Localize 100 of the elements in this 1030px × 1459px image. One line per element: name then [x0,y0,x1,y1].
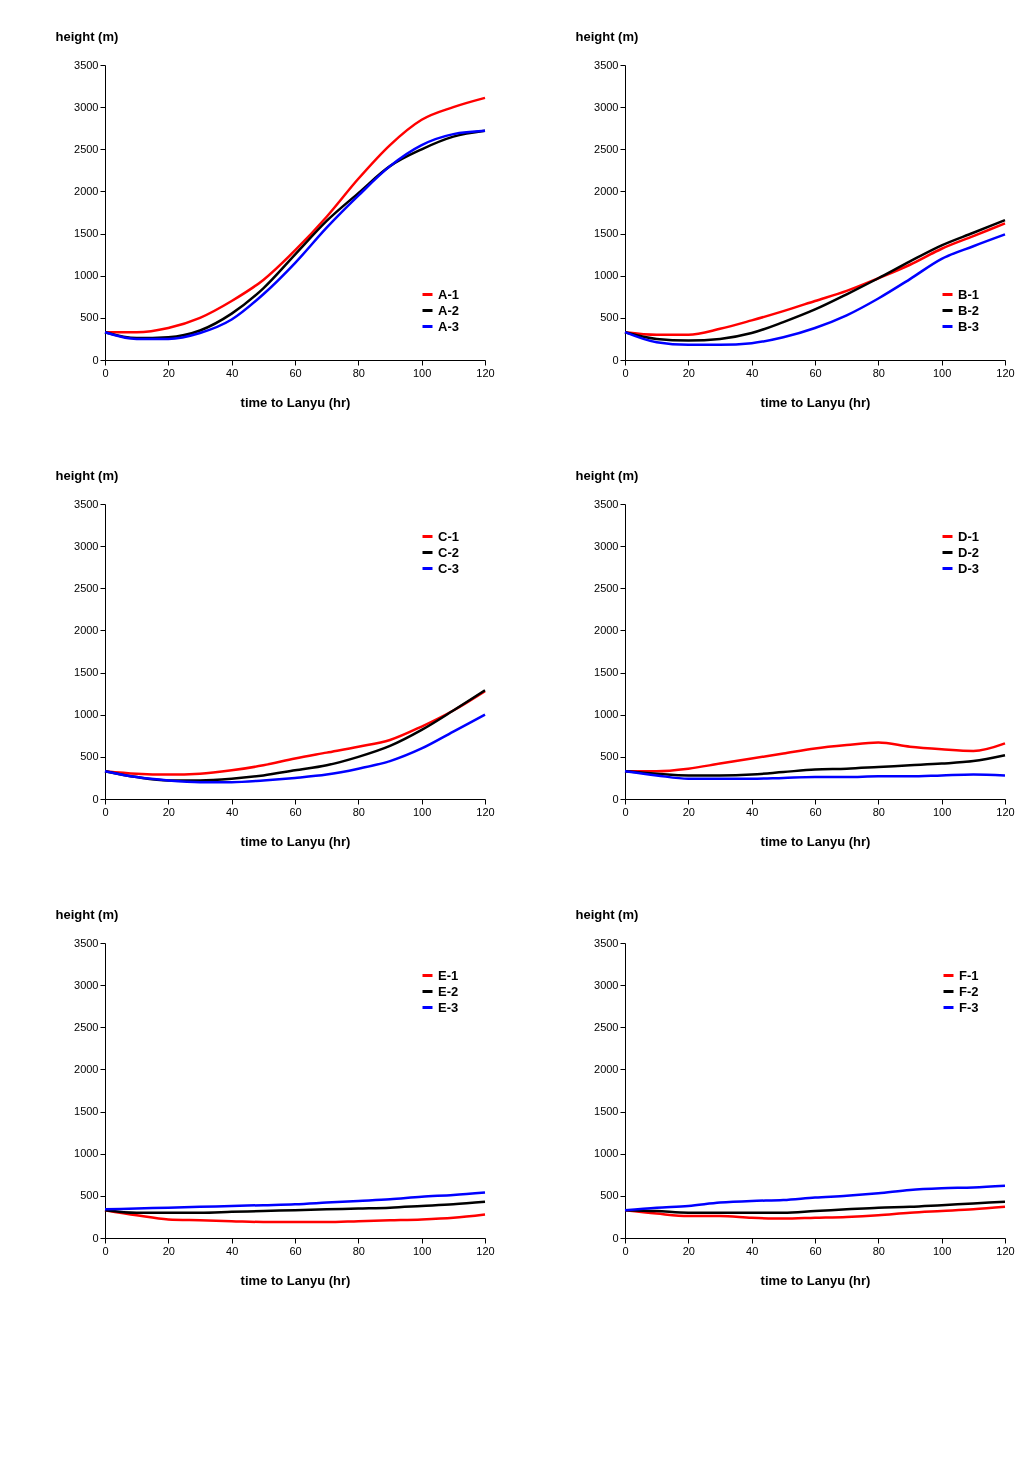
y-tick-label: 500 [80,750,99,763]
x-tick-label: 100 [412,1244,432,1257]
y-tick-label: 500 [600,1189,619,1202]
x-axis-title: time to Lanyu (hr) [240,1272,351,1288]
legend-label: A-1 [438,286,459,302]
y-tick-label: 0 [92,792,99,805]
y-tick-label: 500 [600,750,619,763]
x-tick-label: 0 [102,805,109,818]
line-series [103,1208,487,1224]
x-tick-label: 120 [476,805,495,818]
x-tick-label: 100 [412,366,432,379]
y-tick-label: 3500 [594,936,619,949]
y-tick-label: 2000 [594,1062,619,1075]
y-tick-label: 3500 [594,58,619,71]
y-tick-label: 1500 [74,1105,99,1118]
y-tick-label: 3000 [594,100,619,113]
legend-label: C-3 [438,560,459,576]
legend-label: D-2 [958,544,979,560]
x-tick-label: 100 [932,366,952,379]
y-tick-label: 1000 [594,708,619,721]
x-axis-title: time to Lanyu (hr) [240,394,351,410]
y-tick-label: 3500 [74,497,99,510]
y-tick-label: 1500 [594,666,619,679]
x-tick-label: 120 [996,1244,1015,1257]
legend-label: B-1 [958,286,979,302]
x-tick-label: 0 [102,1244,109,1257]
x-tick-label: 20 [162,1244,175,1257]
x-tick-label: 40 [746,366,759,379]
legend-label: C-2 [438,544,459,560]
y-tick-label: 3000 [74,539,99,552]
legend-label: E-2 [438,983,459,999]
x-tick-label: 40 [746,1244,759,1257]
y-tick-label: 1500 [74,666,99,679]
y-tick-label: 0 [92,353,99,366]
x-tick-label: 60 [809,366,822,379]
y-tick-label: 2000 [594,184,619,197]
y-tick-label: 0 [612,353,619,366]
x-axis-title: time to Lanyu (hr) [760,1272,871,1288]
x-tick-label: 20 [682,366,695,379]
y-tick-label: 1000 [74,1147,99,1160]
y-tick-label: 2000 [74,184,99,197]
y-tick-label: 2000 [74,623,99,636]
x-tick-label: 80 [352,366,365,379]
x-tick-label: 120 [476,366,495,379]
y-tick-label: 3000 [74,978,99,991]
x-tick-label: 60 [289,805,302,818]
legend-label: A-3 [438,318,459,334]
y-tick-label: 3000 [594,978,619,991]
y-tick-label: 0 [612,792,619,805]
y-tick-label: 2000 [594,623,619,636]
x-tick-label: 40 [226,805,239,818]
x-tick-label: 20 [682,805,695,818]
legend-label: C-1 [438,528,459,544]
y-tick-label: 2500 [594,1020,619,1033]
x-tick-label: 60 [289,366,302,379]
y-tick-label: 500 [80,1189,99,1202]
x-tick-label: 80 [872,366,885,379]
line-series [623,1184,1007,1212]
x-tick-label: 40 [226,366,239,379]
legend-label: B-3 [958,318,979,334]
x-tick-label: 100 [412,805,432,818]
x-tick-label: 20 [682,1244,695,1257]
x-tick-label: 120 [996,805,1015,818]
x-tick-label: 20 [162,366,175,379]
y-axis-title: height (m) [575,28,639,44]
x-tick-label: 0 [622,366,629,379]
x-axis-title: time to Lanyu (hr) [760,833,871,849]
y-axis-title: height (m) [55,28,119,44]
legend-label: B-2 [958,302,979,318]
y-tick-label: 3500 [594,497,619,510]
x-tick-label: 40 [226,1244,239,1257]
line-series [623,1205,1007,1220]
x-tick-label: 80 [872,1244,885,1257]
x-tick-label: 0 [102,366,109,379]
legend-label: F-1 [959,967,979,983]
x-tick-label: 20 [162,805,175,818]
legend-label: D-1 [958,528,979,544]
y-tick-label: 500 [80,311,99,324]
y-tick-label: 1000 [74,708,99,721]
x-tick-label: 40 [746,805,759,818]
y-tick-label: 500 [600,311,619,324]
legend-label: F-3 [959,999,979,1015]
y-tick-label: 2500 [74,142,99,155]
y-axis-title: height (m) [575,906,639,922]
y-tick-label: 2500 [74,1020,99,1033]
y-axis-title: height (m) [55,467,119,483]
legend-label: A-2 [438,302,459,318]
y-tick-label: 1000 [594,1147,619,1160]
y-tick-label: 1500 [594,1105,619,1118]
y-tick-label: 0 [92,1231,99,1244]
y-tick-label: 2500 [594,142,619,155]
x-tick-label: 100 [932,805,952,818]
y-tick-label: 3000 [74,100,99,113]
x-tick-label: 80 [872,805,885,818]
x-tick-label: 120 [476,1244,495,1257]
y-tick-label: 3500 [74,936,99,949]
y-axis-title: height (m) [575,467,639,483]
y-tick-label: 2500 [74,581,99,594]
legend-label: F-2 [959,983,979,999]
x-tick-label: 0 [622,1244,629,1257]
